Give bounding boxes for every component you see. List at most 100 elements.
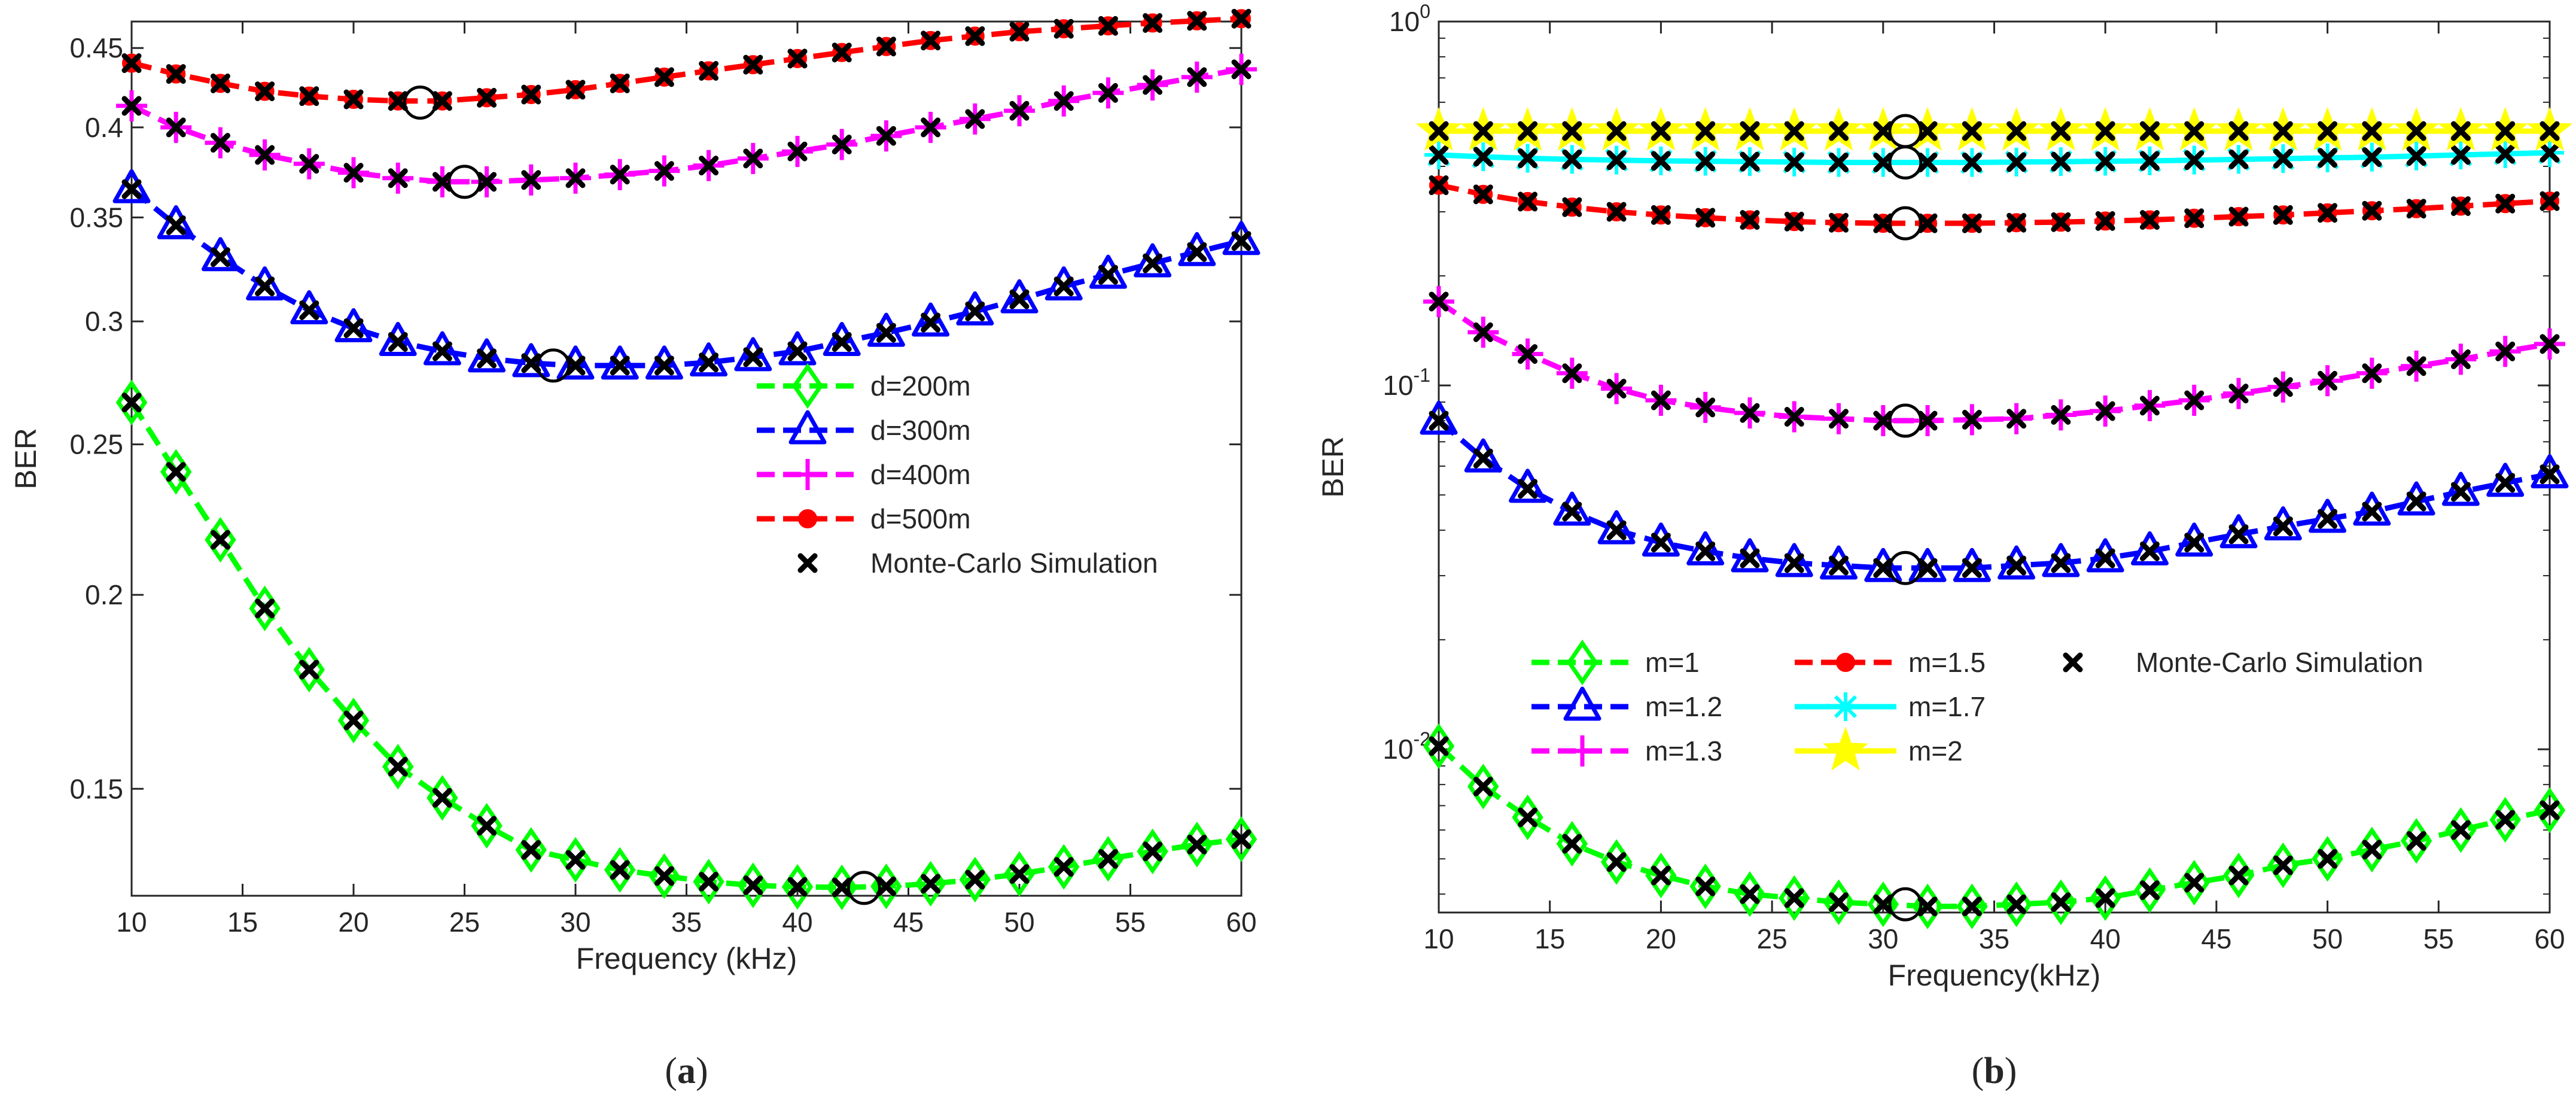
monte-carlo-point (1143, 841, 1163, 862)
x-tick-label: 50 (2312, 923, 2343, 954)
monte-carlo-point (2406, 356, 2426, 376)
monte-carlo-point (1562, 834, 1582, 854)
monte-carlo-point (1651, 533, 1671, 553)
x-tick-label: 60 (2534, 923, 2565, 954)
monte-carlo-point (2228, 524, 2249, 545)
optimum-circle (403, 85, 437, 120)
monte-carlo-point (1187, 242, 1207, 262)
monte-carlo-point (166, 462, 186, 482)
monte-carlo-point (1917, 410, 1938, 431)
y-tick-exponent: 0 (1420, 1, 1430, 22)
monte-carlo-point (876, 126, 896, 146)
monte-carlo-point (610, 860, 630, 880)
data-point (778, 331, 817, 366)
monte-carlo-point (1187, 834, 1207, 854)
monte-carlo-point (2450, 482, 2471, 502)
series-line (1437, 418, 2550, 571)
data-point (290, 290, 328, 325)
monte-carlo-point (2450, 820, 2471, 840)
monte-carlo-point (477, 172, 497, 192)
legend-label: m=1 (1645, 647, 1700, 678)
series-m=1.2 (1420, 400, 2569, 582)
data-point (823, 321, 861, 356)
monte-carlo-point (1143, 13, 1163, 33)
monte-carlo-point (654, 355, 674, 376)
monte-carlo-point (1473, 147, 1493, 167)
x-tick-label: 10 (116, 907, 147, 938)
monte-carlo-point (299, 154, 319, 174)
monte-carlo-point (1187, 11, 1207, 31)
monte-carlo-point (1784, 888, 1804, 908)
monte-carlo-point (2051, 892, 2071, 913)
data-point (1420, 400, 1458, 435)
series-m=1.3 (1423, 285, 2565, 437)
monte-carlo-point (432, 91, 452, 111)
monte-carlo-point (1695, 876, 1716, 896)
caption-letter: b (1984, 1051, 2004, 1091)
monte-carlo-point (299, 86, 319, 107)
monte-carlo-point (2228, 149, 2249, 169)
monte-carlo-point (1098, 264, 1118, 285)
monte-carlo-point (1473, 776, 1493, 796)
monte-carlo-point (2006, 555, 2027, 576)
monte-carlo-point (1606, 520, 1627, 540)
monte-carlo-point (787, 877, 808, 897)
data-point (2486, 463, 2525, 497)
monte-carlo-point (255, 598, 275, 619)
monte-carlo-point (2362, 840, 2382, 860)
monte-carlo-point (1518, 479, 1538, 499)
monte-carlo-point (1231, 829, 1252, 849)
monte-carlo-point (2540, 142, 2560, 163)
monte-carlo-point (1606, 121, 1627, 141)
legend-label: m=1.5 (1908, 647, 1986, 678)
monte-carlo-point (2273, 121, 2293, 141)
legend-marker (1822, 726, 1869, 771)
data-point (157, 205, 195, 239)
monte-carlo-point (2362, 200, 2382, 221)
legend-marker (1567, 735, 1598, 767)
monte-carlo-point (2318, 121, 2338, 141)
monte-carlo-point (1098, 848, 1118, 869)
monte-carlo-point (1606, 378, 1627, 399)
monte-carlo-point (654, 866, 674, 886)
legend: d=200m d=300m d=400m d=500m Monte-Carlo Simu… (757, 363, 1158, 579)
optimum-circle (536, 348, 571, 383)
monte-carlo-point (1562, 197, 1582, 217)
monte-carlo-point (1473, 184, 1493, 205)
x-tick-label: 20 (338, 907, 369, 938)
monte-carlo-point (1053, 857, 1074, 877)
monte-carlo-point (1695, 208, 1716, 228)
data-point (1509, 469, 1547, 503)
y-tick-label: 0.15 (69, 773, 123, 804)
monte-carlo-point (2273, 148, 2293, 169)
legend-entry: d=300m (757, 410, 971, 446)
data-point (1953, 548, 1991, 582)
monte-carlo-point (787, 48, 808, 69)
monte-carlo-point (1829, 121, 1849, 141)
monte-carlo-point (343, 318, 364, 338)
monte-carlo-point (166, 215, 186, 235)
monte-carlo-point (1518, 191, 1538, 212)
data-point (2397, 481, 2435, 516)
monte-carlo-point (610, 73, 630, 93)
monte-carlo-point (477, 348, 497, 369)
data-point (2175, 522, 2213, 557)
monte-carlo-point (565, 850, 586, 870)
monte-carlo-point (2051, 212, 2071, 232)
y-tick-label: 0.25 (69, 429, 123, 460)
monte-carlo-point (2362, 363, 2382, 384)
monte-carlo-point (1606, 202, 1627, 222)
y-tick-label: 0.45 (69, 32, 123, 63)
x-tick-label: 25 (449, 907, 480, 938)
monte-carlo-point (1429, 291, 1449, 312)
y-axis-label: BER (9, 428, 42, 489)
x-tick-label: 55 (2423, 923, 2454, 954)
data-point (1686, 531, 1725, 565)
monte-carlo-point (1651, 151, 1671, 171)
monte-carlo-point (699, 871, 719, 892)
monte-carlo-point (1917, 152, 1938, 172)
legend-label: d=400m (870, 459, 971, 490)
monte-carlo-point (2495, 341, 2516, 361)
monte-carlo-point (2273, 205, 2293, 225)
